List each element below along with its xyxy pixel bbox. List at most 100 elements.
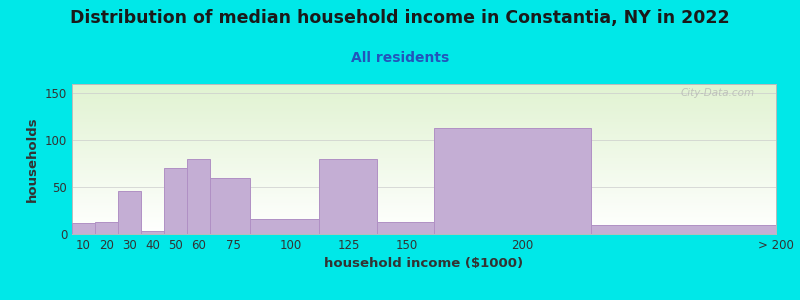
Bar (72, 198, 776, 199)
Bar (72, 98, 776, 99)
Bar (72, 103, 776, 104)
Bar (72, 193, 776, 194)
Bar (72, 176, 776, 177)
Bar (72, 192, 776, 193)
Bar (72, 231, 776, 232)
Bar (72, 220, 776, 221)
Bar (72, 191, 776, 192)
Bar (72, 183, 776, 184)
Bar (72, 178, 776, 179)
Bar (72, 114, 776, 115)
Bar (72, 219, 776, 220)
Bar (72, 127, 776, 128)
Bar (72, 203, 776, 204)
Bar (72, 167, 776, 168)
Bar (72, 204, 776, 205)
Bar (250, 219, 319, 234)
Bar (72, 158, 776, 159)
Bar (72, 133, 776, 134)
Bar (72, 233, 776, 234)
Bar (72, 182, 776, 183)
Bar (72, 226, 776, 227)
Bar (72, 95, 776, 96)
Bar (72, 186, 776, 187)
Bar (72, 169, 776, 170)
Bar (72, 168, 776, 169)
Bar (72, 215, 776, 216)
Bar (72, 122, 776, 123)
Text: All residents: All residents (351, 51, 449, 65)
Bar (72, 112, 776, 113)
Bar (72, 138, 776, 139)
Bar (72, 209, 776, 210)
Bar (72, 223, 776, 224)
Bar (319, 159, 377, 234)
Bar (95, 222, 118, 234)
Bar (72, 207, 776, 208)
Bar (72, 153, 776, 154)
Bar (72, 201, 776, 202)
Bar (118, 191, 142, 234)
Bar (72, 150, 776, 151)
Bar (210, 178, 250, 234)
Bar (72, 108, 776, 109)
Bar (72, 223, 95, 234)
Bar (72, 85, 776, 86)
Bar (72, 87, 776, 88)
Bar (72, 184, 776, 185)
Bar (72, 102, 776, 103)
Bar (72, 132, 776, 133)
Bar (72, 197, 776, 198)
Bar (72, 172, 776, 173)
Bar (72, 210, 776, 211)
Bar (72, 90, 776, 91)
Bar (72, 118, 776, 119)
Bar (72, 99, 776, 100)
Bar (72, 218, 776, 219)
Bar (72, 199, 776, 200)
Bar (72, 230, 776, 231)
Bar (72, 149, 776, 150)
Bar (72, 89, 776, 90)
Bar (72, 190, 776, 191)
Bar (72, 160, 776, 161)
Text: City-Data.com: City-Data.com (681, 88, 755, 98)
Bar (187, 159, 210, 234)
Bar (72, 221, 776, 222)
Bar (434, 128, 591, 234)
Bar (72, 144, 776, 145)
Bar (72, 116, 776, 117)
Bar (72, 104, 776, 105)
Bar (72, 187, 776, 188)
Bar (72, 160, 776, 161)
Bar (72, 188, 776, 189)
Bar (72, 154, 776, 155)
Bar (72, 181, 776, 182)
Bar (72, 222, 776, 223)
Bar (72, 94, 776, 95)
Text: Distribution of median household income in Constantia, NY in 2022: Distribution of median household income … (70, 9, 730, 27)
Bar (72, 126, 776, 127)
Bar (72, 213, 776, 214)
Bar (72, 179, 776, 180)
Bar (72, 137, 776, 138)
Bar (377, 222, 434, 234)
Bar (72, 214, 776, 215)
Bar (72, 224, 776, 225)
Bar (72, 155, 776, 156)
Bar (72, 129, 776, 130)
Bar (72, 208, 776, 209)
Bar (72, 92, 776, 93)
Bar (72, 100, 776, 101)
Bar (72, 130, 776, 131)
Bar (72, 169, 776, 170)
Bar (72, 163, 776, 164)
Bar (72, 142, 776, 143)
Bar (72, 227, 776, 228)
Bar (72, 91, 776, 92)
Bar (72, 93, 776, 94)
Bar (72, 110, 776, 111)
Bar (72, 118, 776, 119)
Bar (72, 141, 776, 142)
Bar (72, 113, 776, 114)
